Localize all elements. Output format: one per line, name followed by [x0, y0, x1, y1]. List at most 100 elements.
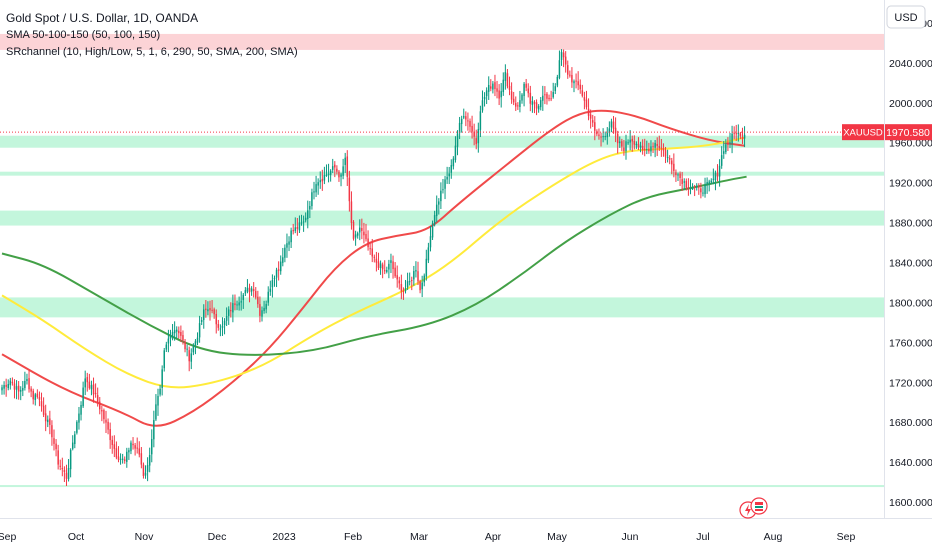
candle — [606, 127, 609, 145]
candle — [354, 230, 357, 246]
candle — [317, 178, 319, 195]
candle — [433, 210, 436, 227]
y-tick-label: 1960.000 — [889, 138, 932, 150]
candles — [1, 49, 746, 487]
candle — [323, 166, 326, 185]
candle — [169, 329, 172, 347]
candle-body — [248, 287, 251, 293]
candle — [404, 279, 407, 294]
candle-body — [529, 92, 532, 104]
candle — [329, 169, 332, 182]
candle-body — [406, 281, 409, 288]
candle — [502, 72, 505, 96]
candle — [481, 90, 484, 113]
candle — [111, 435, 113, 454]
price-tag: XAUUSD 1970.580 — [842, 124, 932, 141]
candle — [656, 137, 658, 157]
candle — [600, 132, 602, 147]
x-tick-label: Jul — [696, 531, 709, 543]
candle — [623, 140, 625, 156]
candle — [575, 73, 577, 89]
candle-body — [400, 284, 403, 292]
candle — [525, 78, 527, 92]
candle-body — [356, 233, 359, 236]
candle-body — [471, 125, 473, 132]
candle-body — [463, 116, 465, 118]
candle-body — [383, 270, 386, 272]
candle-body — [294, 227, 297, 231]
candle — [350, 191, 353, 230]
candle — [190, 348, 193, 370]
candle-body — [485, 90, 488, 97]
candle — [213, 307, 215, 319]
candle — [55, 439, 57, 457]
candle-body — [648, 148, 650, 152]
candle-body — [621, 141, 623, 147]
candle — [458, 116, 461, 140]
candle — [610, 118, 613, 133]
candle — [446, 166, 448, 184]
symbol-title[interactable]: Gold Spot / U.S. Dollar, 1D, OANDA — [6, 11, 199, 25]
time-axis[interactable]: Sep Oct Nov Dec 2023 Feb Mar Apr May Jun Jul Aug Sep — [0, 531, 855, 543]
candle-body — [517, 105, 519, 107]
candle-body — [211, 309, 213, 311]
candle — [727, 137, 729, 152]
candle-body — [363, 231, 365, 236]
candle — [211, 300, 213, 314]
candle — [277, 261, 280, 281]
candle — [498, 84, 500, 106]
candle — [140, 447, 143, 469]
candle-body — [148, 455, 151, 466]
candle-body — [631, 138, 633, 142]
candle — [51, 420, 53, 446]
candle — [363, 222, 365, 244]
candle-body — [215, 313, 217, 325]
candle — [714, 170, 717, 191]
candle — [13, 379, 16, 399]
candle-body — [190, 353, 193, 362]
candle-body — [246, 287, 249, 292]
candle — [148, 447, 151, 473]
candle-body — [244, 290, 247, 294]
candle-body — [361, 228, 363, 231]
candle — [346, 150, 349, 186]
sma-indicator-label[interactable]: SMA 50-100-150 (50, 100, 150) — [6, 29, 161, 41]
candle — [587, 98, 590, 121]
candle — [175, 326, 178, 339]
candle — [28, 370, 30, 393]
candle-body — [583, 97, 586, 101]
candle — [685, 178, 688, 191]
candle-body — [146, 465, 149, 472]
candle-body — [725, 144, 727, 153]
y-tick-label: 1720.000 — [889, 377, 932, 389]
candle-body — [483, 96, 486, 100]
candle — [325, 164, 328, 177]
candle-body — [96, 395, 99, 403]
candle — [396, 265, 398, 288]
earnings-flag-icon[interactable] — [750, 497, 768, 515]
candle-body — [88, 381, 91, 389]
candle — [63, 466, 66, 482]
srchannel-indicator-label[interactable]: SRchannel (10, High/Low, 5, 1, 6, 290, 5… — [6, 46, 298, 58]
candle — [614, 117, 617, 143]
candle-body — [487, 84, 490, 92]
candle-body — [668, 158, 671, 160]
candle-body — [3, 385, 5, 389]
candle-body — [558, 60, 561, 78]
candle — [469, 118, 471, 133]
last-price-box — [885, 124, 932, 141]
candle-body — [502, 79, 505, 93]
candle-body — [567, 65, 569, 75]
candle-body — [17, 385, 20, 392]
candle-body — [458, 122, 461, 133]
candle — [431, 220, 434, 241]
candle — [485, 87, 488, 105]
candle-body — [292, 230, 294, 232]
candle-body — [78, 413, 80, 423]
candle-body — [741, 137, 744, 140]
currency-button[interactable]: USD — [886, 5, 926, 29]
candle-body — [153, 420, 155, 440]
candle-body — [415, 270, 417, 272]
candle-body — [712, 178, 715, 180]
